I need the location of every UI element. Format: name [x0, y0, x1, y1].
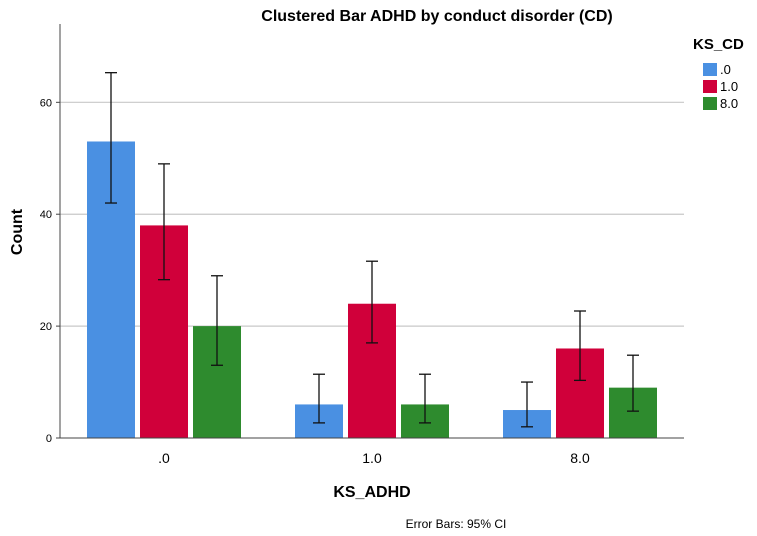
legend-label: .0 [720, 62, 731, 77]
legend-label: 1.0 [720, 79, 738, 94]
x-tick-label: 1.0 [362, 450, 382, 466]
y-axis-label: Count [9, 208, 26, 255]
y-tick-label: 40 [40, 209, 52, 221]
chart-title: Clustered Bar ADHD by conduct disorder (… [261, 8, 612, 25]
y-tick-label: 60 [40, 97, 52, 109]
legend-swatch [703, 97, 717, 110]
legend-label: 8.0 [720, 96, 738, 111]
y-tick-label: 0 [46, 433, 52, 445]
legend-swatch [703, 80, 717, 93]
x-tick-label: .0 [158, 450, 170, 466]
error-bar-footnote: Error Bars: 95% CI [406, 517, 507, 531]
error-bars [105, 72, 639, 428]
legend-title: KS_CD [693, 36, 744, 53]
tick-labels: 0 20 40 60 .0 1.0 8.0 [40, 97, 590, 466]
legend: .0 1.0 8.0 [703, 62, 738, 111]
x-tick-label: 8.0 [570, 450, 590, 466]
x-axis-label: KS_ADHD [333, 484, 410, 501]
y-tick-label: 20 [40, 321, 52, 333]
legend-swatch [703, 63, 717, 76]
axes [56, 24, 684, 439]
